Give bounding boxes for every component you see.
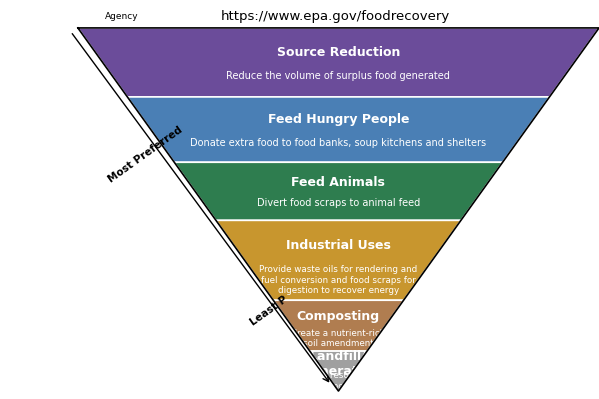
Polygon shape <box>273 300 404 351</box>
Polygon shape <box>174 162 503 220</box>
Text: Feed Hungry People: Feed Hungry People <box>268 113 409 126</box>
Text: https://www.epa.gov/foodrecovery: https://www.epa.gov/foodrecovery <box>221 10 450 23</box>
Text: Industrial Uses: Industrial Uses <box>286 239 391 253</box>
Text: Composting: Composting <box>297 310 380 323</box>
Text: Provide waste oils for rendering and
fuel conversion and food scraps for
digesti: Provide waste oils for rendering and fue… <box>259 265 418 295</box>
Text: Least P: Least P <box>249 294 289 328</box>
Text: Agency: Agency <box>105 12 138 21</box>
Polygon shape <box>216 220 461 300</box>
Text: Most Preferred: Most Preferred <box>106 125 184 185</box>
Text: Divert food scraps to animal feed: Divert food scraps to animal feed <box>257 198 420 208</box>
Text: Donate extra food to food banks, soup kitchens and shelters: Donate extra food to food banks, soup ki… <box>190 138 486 148</box>
Text: Last resort to
disposal: Last resort to disposal <box>309 371 368 391</box>
Polygon shape <box>128 97 549 162</box>
Text: Landfill/
Incineration: Landfill/ Incineration <box>297 350 380 378</box>
Text: Feed Animals: Feed Animals <box>292 176 385 189</box>
Text: Create a nutrient-rich
soil amendment: Create a nutrient-rich soil amendment <box>291 329 386 348</box>
Text: Source Reduction: Source Reduction <box>277 45 400 59</box>
Text: Reduce the volume of surplus food generated: Reduce the volume of surplus food genera… <box>226 71 450 81</box>
Polygon shape <box>78 28 599 97</box>
Polygon shape <box>310 351 367 391</box>
